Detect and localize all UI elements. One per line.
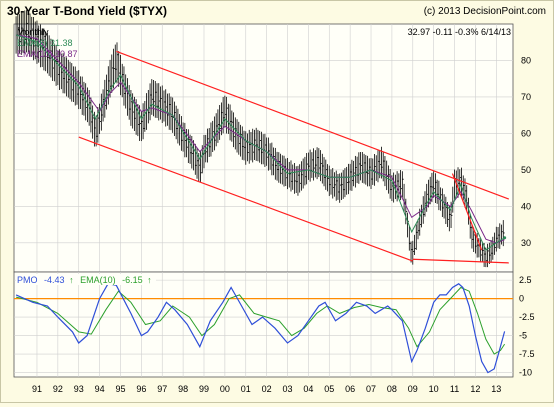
pmo-label: PMO [17, 275, 38, 285]
pmo-y-tick--10: -10 [519, 368, 532, 378]
x-tick-label-12: 12 [470, 384, 480, 394]
pmo-y-tick--5: -5 [519, 331, 527, 341]
pmo-ema-value: -6.15 [122, 275, 143, 285]
x-tick-label-92: 92 [53, 384, 63, 394]
pmo-series-group [15, 283, 506, 374]
price-y-tick-80: 80 [521, 55, 531, 65]
x-tick-label-09: 09 [408, 384, 418, 394]
pmo-legend: PMO -4.43 ↑ EMA(10) -6.15 ↑ [17, 275, 152, 285]
ema-slow-label: EMA(10) 30.87 [17, 49, 78, 59]
x-tick-label-06: 06 [345, 384, 355, 394]
x-tick-label-08: 08 [387, 384, 397, 394]
pmo-ema-arrow-icon: ↑ [147, 275, 152, 285]
trendline-4 [412, 258, 509, 264]
x-tick-label-96: 96 [136, 384, 146, 394]
pmo-panel: 2.5 0 -2.5 -5 -7.5 -10 PMO -4.43 ↑ EMA(10) -6… [13, 271, 535, 378]
pmo-y-tick-0: 0 [519, 294, 524, 304]
pmo-ema-label: EMA(10) [80, 275, 116, 285]
pmo-label-backdrop [16, 274, 156, 285]
trendline-2 [78, 136, 413, 262]
ema-fast-label: EMA(6) 31.38 [17, 38, 73, 48]
pmo-line [15, 283, 506, 374]
x-tick-label-97: 97 [157, 384, 167, 394]
price-gridlines [14, 24, 513, 272]
pmo-gridlines [14, 272, 513, 377]
quote-readout: 32.97 -0.11 -0.3% 6/14/13 [408, 27, 511, 37]
ema-fast-last-marker [503, 236, 507, 240]
x-tick-label-95: 95 [115, 384, 125, 394]
price-y-tick-60: 60 [521, 128, 531, 138]
price-panel: 30 40 50 60 70 80 Monthly EMA(6) 31.38 EMA(10… [13, 10, 531, 273]
x-tick-label-13: 13 [491, 384, 501, 394]
pmo-plot-area [13, 271, 514, 378]
x-tick-label-02: 02 [262, 384, 272, 394]
pmo-y-tick--7.5: -7.5 [519, 349, 535, 359]
x-tick-label-94: 94 [95, 384, 105, 394]
pmo-y-tick--2.5: -2.5 [519, 312, 535, 322]
trendline-3 [451, 173, 483, 251]
x-tick-label-01: 01 [241, 384, 251, 394]
x-tick-label-99: 99 [199, 384, 209, 394]
pmo-y-axis: 2.5 0 -2.5 -5 -7.5 -10 [519, 275, 535, 377]
copyright-text: (c) 2013 DecisionPoint.com [424, 6, 546, 17]
x-tick-label-98: 98 [178, 384, 188, 394]
price-y-tick-40: 40 [521, 201, 531, 211]
price-y-axis: 30 40 50 60 70 80 [521, 55, 531, 247]
x-tick-label-05: 05 [324, 384, 334, 394]
x-tick-label-10: 10 [429, 384, 439, 394]
x-tick-label-11: 11 [450, 384, 459, 394]
x-tick-label-93: 93 [74, 384, 84, 394]
x-tick-label-91: 91 [32, 384, 42, 394]
pmo-y-tick-2.5: 2.5 [519, 275, 532, 285]
x-axis: 91 92 93 94 95 96 97 98 99 00 01 02 03 04 05 06 07 08 09 10… [32, 384, 501, 394]
trendline-1 [116, 50, 510, 200]
x-tick-label-03: 03 [283, 384, 293, 394]
price-y-tick-50: 50 [521, 165, 531, 175]
price-y-tick-30: 30 [521, 238, 531, 248]
x-tick-label-00: 00 [220, 384, 230, 394]
price-y-tick-70: 70 [521, 92, 531, 102]
x-tick-label-07: 07 [366, 384, 376, 394]
chart-title: 30-Year T-Bond Yield ($TYX) [7, 4, 167, 18]
pmo-arrow-icon: ↑ [69, 275, 74, 285]
ema-fast-line [15, 34, 505, 251]
price-series-group [15, 10, 510, 268]
pmo-value: -4.43 [44, 275, 65, 285]
pmo-signal-line [15, 286, 506, 355]
x-tick-label-04: 04 [303, 384, 313, 394]
period-label: Monthly [17, 27, 49, 37]
